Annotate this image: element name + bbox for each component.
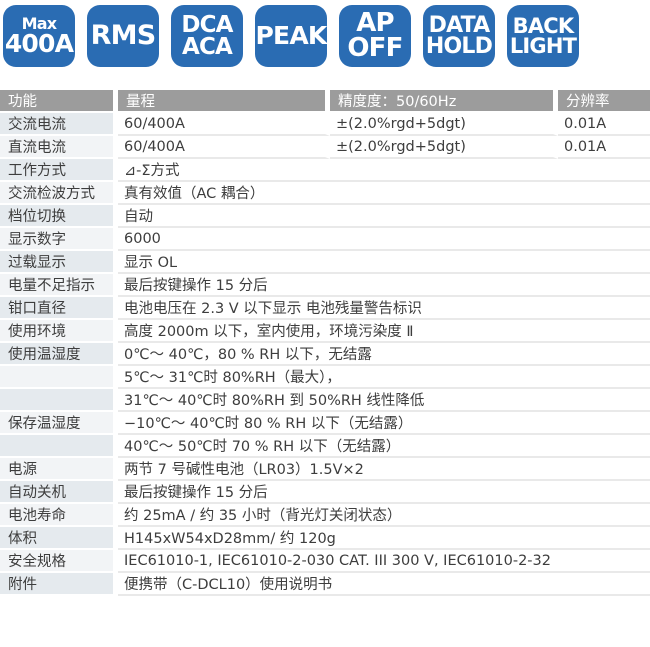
header-range: 量程: [118, 90, 330, 113]
spec-resolution-cell: 0.01A: [558, 113, 650, 136]
spec-range-cell: 60/400A: [118, 136, 330, 159]
spec-value-cell: 约 25mA / 约 35 小时（背光灯关闭状态）: [118, 504, 650, 527]
table-row: 电池寿命约 25mA / 约 35 小时（背光灯关闭状态）: [0, 504, 650, 527]
table-row: 电源 两节 7 号碱性电池（LR03）1.5V×2: [0, 458, 650, 481]
spec-label-cell: 钳口直径: [0, 297, 118, 320]
spec-label-cell: 工作方式: [0, 159, 118, 182]
spec-label-cell: 保存温湿度: [0, 412, 118, 435]
spec-value-cell: 便携带（C-DCL10）使用说明书: [118, 573, 650, 596]
spec-label-cell: 交流检波方式: [0, 182, 118, 205]
table-row: 直流电流 60/400A ±(2.0%rgd+5dgt) 0.01A: [0, 136, 650, 159]
table-row: 31℃～ 40℃时 80%RH 到 50%RH 线性降低: [0, 389, 650, 412]
badge-label: LIGHT: [509, 34, 577, 58]
spec-value-cell: 电池电压在 2.3 V 以下显示 电池残量警告标识: [118, 297, 650, 320]
spec-label-cell: 使用环境: [0, 320, 118, 343]
spec-accuracy-cell: ±(2.0%rgd+5dgt): [330, 136, 558, 159]
spec-label-cell: 过载显示: [0, 251, 118, 274]
table-row: 显示数字 6000: [0, 228, 650, 251]
spec-label-cell: [0, 389, 118, 412]
badge-back-light: BACK LIGHT: [507, 5, 579, 67]
table-row: 交流电流 60/400A ±(2.0%rgd+5dgt) 0.01A: [0, 113, 650, 136]
spec-value-cell: −10℃～ 40℃时 80 % RH 以下（无结露）: [118, 412, 650, 435]
spec-label-cell: 电池寿命: [0, 504, 118, 527]
badge-label: Max: [21, 14, 57, 34]
spec-label-cell: [0, 366, 118, 389]
table-row: 使用环境 高度 2000m 以下，室内使用，环境污染度 Ⅱ: [0, 320, 650, 343]
badge-max-400a: Max 400A: [3, 5, 75, 67]
spec-value-cell: 6000: [118, 228, 650, 251]
spec-label-cell: 电量不足指示: [0, 274, 118, 297]
badge-label: ACA: [181, 34, 233, 60]
badge-label: HOLD: [425, 34, 493, 59]
spec-value-cell: 两节 7 号碱性电池（LR03）1.5V×2: [118, 458, 650, 481]
badge-label: 400A: [4, 28, 74, 58]
spec-accuracy-cell: ±(2.0%rgd+5dgt): [330, 113, 558, 136]
spec-label-cell: 安全规格: [0, 550, 118, 573]
spec-label-cell: 交流电流: [0, 113, 118, 136]
table-row: 自动关机 最后按键操作 15 分后: [0, 481, 650, 504]
spec-label-cell: [0, 435, 118, 458]
table-row: 使用温湿度 0℃～ 40℃，80 % RH 以下，无结露: [0, 343, 650, 366]
table-row: 附件 便携带（C-DCL10）使用说明书: [0, 573, 650, 596]
badge-label: DCA: [181, 11, 233, 38]
table-row: 安全规格 IEC61010-1, IEC61010-2-030 CAT. III …: [0, 550, 650, 573]
spec-value-cell: 40℃～ 50℃时 70 % RH 以下（无结露）: [118, 435, 650, 458]
spec-label-cell: 直流电流: [0, 136, 118, 159]
header-function: 功能: [0, 90, 118, 113]
badge-dca-aca: DCA ACA: [171, 5, 243, 67]
spec-label-cell: 使用温湿度: [0, 343, 118, 366]
spec-value-cell: 最后按键操作 15 分后: [118, 481, 650, 504]
badge-label: PEAK: [255, 20, 328, 50]
spec-label-cell: 自动关机: [0, 481, 118, 504]
spec-value-cell: 31℃～ 40℃时 80%RH 到 50%RH 线性降低: [118, 389, 650, 412]
spec-table-body: 交流电流 60/400A ±(2.0%rgd+5dgt) 0.01A 直流电流 60/40…: [0, 113, 650, 596]
badge-label: DATA: [428, 12, 491, 38]
spec-range-cell: 60/400A: [118, 113, 330, 136]
badge-label: RMS: [90, 19, 157, 51]
badge-label: OFF: [347, 33, 403, 63]
spec-value-cell: ⊿-Σ方式: [118, 159, 650, 182]
spec-value-cell: 显示 OL: [118, 251, 650, 274]
table-row: 钳口直径 电池电压在 2.3 V 以下显示 电池残量警告标识: [0, 297, 650, 320]
badge-label: AP: [356, 7, 394, 38]
spec-label-cell: 附件: [0, 573, 118, 596]
table-row: 档位切换 自动: [0, 205, 650, 228]
table-row: 电量不足指示 最后按键操作 15 分后: [0, 274, 650, 297]
badge-ap-off: AP OFF: [339, 5, 411, 67]
spec-value-cell: 5℃～ 31℃时 80%RH（最大），: [118, 366, 650, 389]
spec-label-cell: 显示数字: [0, 228, 118, 251]
badge-rms: RMS: [87, 5, 159, 67]
table-row: 保存温湿度 −10℃～ 40℃时 80 % RH 以下（无结露）: [0, 412, 650, 435]
table-row: 体积 H145xW54xD28mm/ 约 120g: [0, 527, 650, 550]
spec-resolution-cell: 0.01A: [558, 136, 650, 159]
spec-value-cell: 最后按键操作 15 分后: [118, 274, 650, 297]
table-row: 40℃～ 50℃时 70 % RH 以下（无结露）: [0, 435, 650, 458]
table-row: 交流检波方式 真有效值（AC 耦合）: [0, 182, 650, 205]
table-row: 过载显示 显示 OL: [0, 251, 650, 274]
badge-peak: PEAK: [255, 5, 327, 67]
feature-badges: Max 400A RMS DCA ACA PEAK AP OFF DATA HOLD BACK LIG…: [0, 0, 650, 67]
badge-label: BACK: [512, 13, 575, 38]
header-accuracy: 精度度：50/60Hz: [330, 90, 558, 113]
spec-value-cell: 真有效值（AC 耦合）: [118, 182, 650, 205]
spec-value-cell: H145xW54xD28mm/ 约 120g: [118, 527, 650, 550]
spec-value-cell: 自动: [118, 205, 650, 228]
table-header-row: 功能 量程 精度度：50/60Hz 分辨率: [0, 90, 650, 113]
spec-table: 功能 量程 精度度：50/60Hz 分辨率 交流电流 60/400A ±(2.0%r…: [0, 90, 650, 596]
spec-value-cell: IEC61010-1, IEC61010-2-030 CAT. III 300 …: [118, 550, 650, 573]
spec-value-cell: 高度 2000m 以下，室内使用，环境污染度 Ⅱ: [118, 320, 650, 343]
spec-value-cell: 0℃～ 40℃，80 % RH 以下，无结露: [118, 343, 650, 366]
badge-data-hold: DATA HOLD: [423, 5, 495, 67]
spec-label-cell: 电源: [0, 458, 118, 481]
spec-label-cell: 体积: [0, 527, 118, 550]
table-row: 工作方式 ⊿-Σ方式: [0, 159, 650, 182]
table-row: 5℃～ 31℃时 80%RH（最大），: [0, 366, 650, 389]
spec-label-cell: 档位切换: [0, 205, 118, 228]
header-resolution: 分辨率: [558, 90, 650, 113]
